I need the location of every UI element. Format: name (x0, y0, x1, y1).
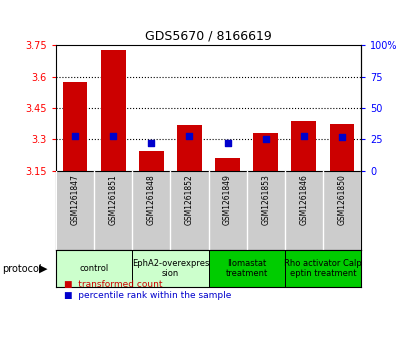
Text: GSM1261851: GSM1261851 (109, 175, 118, 225)
Point (186, 132, 193, 138)
Text: GSM1261850: GSM1261850 (337, 175, 347, 225)
Bar (285, 250, 361, 287)
Text: GSM1261849: GSM1261849 (223, 175, 232, 225)
Bar (330, 124, 354, 171)
Bar (101, 49, 126, 171)
Bar (56, 250, 132, 287)
Text: ■  transformed count: ■ transformed count (64, 281, 163, 289)
Bar (253, 133, 278, 171)
Bar (132, 250, 209, 287)
Text: GSM1261853: GSM1261853 (261, 175, 270, 225)
Text: Rho activator Calp
eptin treatment: Rho activator Calp eptin treatment (284, 259, 362, 278)
Text: GSM1261847: GSM1261847 (71, 175, 80, 225)
Bar (139, 151, 164, 171)
Text: protocol: protocol (2, 264, 42, 274)
Bar (63, 82, 88, 171)
Text: ▶: ▶ (39, 264, 47, 274)
Bar (215, 158, 240, 171)
Text: GSM1261846: GSM1261846 (299, 175, 308, 225)
Bar (177, 125, 202, 171)
Point (148, 140, 155, 146)
Point (339, 134, 345, 140)
Text: EphA2-overexpres
sion: EphA2-overexpres sion (132, 259, 209, 278)
Bar (209, 250, 285, 287)
Text: control: control (80, 264, 109, 273)
Point (224, 140, 231, 146)
Title: GDS5670 / 8166619: GDS5670 / 8166619 (145, 30, 272, 43)
Text: ■  percentile rank within the sample: ■ percentile rank within the sample (64, 291, 232, 300)
Point (300, 132, 307, 138)
Point (262, 136, 269, 142)
Point (72, 132, 78, 138)
Text: GSM1261852: GSM1261852 (185, 175, 194, 225)
Point (110, 132, 117, 138)
Bar (291, 121, 316, 171)
Text: GSM1261848: GSM1261848 (147, 175, 156, 225)
Text: Ilomastat
treatment: Ilomastat treatment (225, 259, 268, 278)
